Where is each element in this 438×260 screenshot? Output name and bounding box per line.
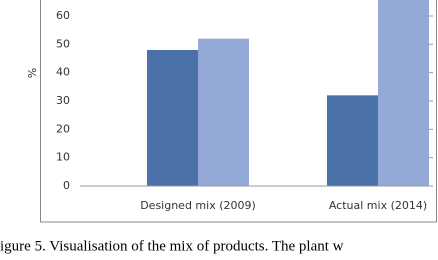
y-tick-label: 40 bbox=[56, 66, 70, 79]
y-tick-label: 50 bbox=[56, 37, 70, 50]
bar bbox=[327, 95, 378, 186]
y-tick-label: 10 bbox=[56, 151, 70, 164]
y-tick-label: 60 bbox=[56, 9, 70, 22]
caption: igure 5. Visualisation of the mix of pro… bbox=[0, 238, 344, 254]
y-tick-label: 20 bbox=[56, 122, 70, 135]
bar bbox=[198, 38, 249, 186]
x-tick-label: Actual mix (2014) bbox=[329, 199, 427, 212]
bar bbox=[147, 50, 198, 186]
x-tick-label: Designed mix (2009) bbox=[140, 199, 256, 212]
y-tick-label: 30 bbox=[56, 94, 70, 107]
y-axis-label: % bbox=[26, 68, 39, 78]
bar bbox=[378, 0, 429, 187]
chart-frame bbox=[40, 0, 437, 223]
y-tick-label: 0 bbox=[63, 179, 70, 192]
